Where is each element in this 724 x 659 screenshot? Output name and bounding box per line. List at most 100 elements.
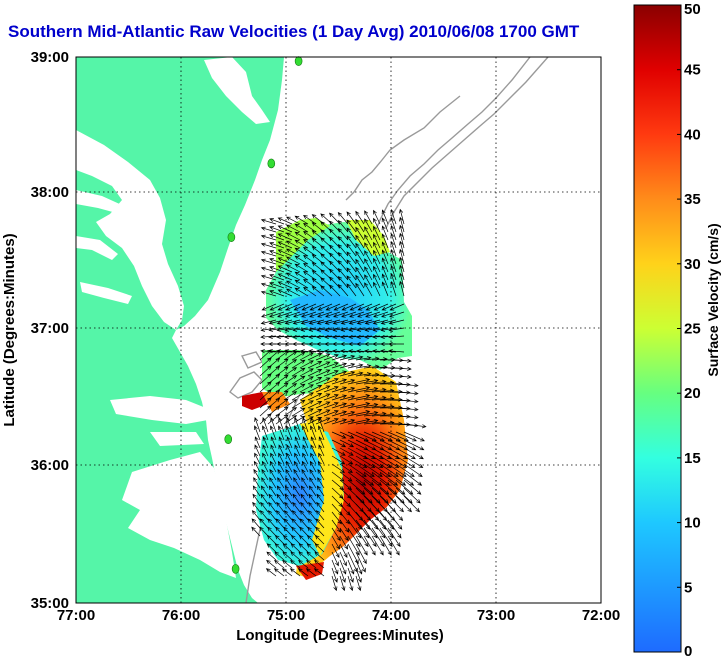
- velocity-arrow: [283, 518, 293, 529]
- velocity-arrow: [399, 216, 405, 233]
- velocity-arrow: [347, 559, 355, 575]
- velocity-arrow: [269, 242, 285, 249]
- velocity-arrow: [355, 394, 379, 401]
- velocity-arrow: [303, 270, 317, 281]
- velocity-arrow: [294, 239, 309, 249]
- velocity-arrow: [373, 311, 389, 318]
- velocity-arrow: [331, 378, 348, 385]
- velocity-arrow: [331, 439, 347, 448]
- velocity-arrow: [355, 535, 368, 556]
- velocity-arrow: [364, 334, 381, 340]
- velocity-arrow: [292, 319, 309, 325]
- velocity-arrow: [347, 386, 371, 393]
- velocity-arrow: [339, 439, 355, 448]
- velocity-arrow: [399, 208, 405, 225]
- velocity-arrow: [293, 468, 301, 481]
- velocity-arrow: [329, 268, 341, 281]
- y-tick-label: 37:00: [31, 320, 69, 337]
- velocity-arrow: [329, 228, 341, 241]
- velocity-arrow: [371, 487, 389, 504]
- x-axis-label: Longitude (Degrees:Minutes): [236, 627, 444, 644]
- velocity-arrow: [253, 425, 261, 441]
- velocity-arrow: [260, 319, 277, 325]
- velocity-arrow: [381, 273, 389, 289]
- velocity-arrow: [267, 526, 277, 537]
- velocity-arrow: [339, 487, 352, 499]
- velocity-arrow: [399, 264, 405, 281]
- velocity-arrow: [308, 334, 325, 340]
- velocity-arrow: [373, 257, 381, 273]
- velocity-arrow: [269, 218, 285, 225]
- velocity-arrow: [355, 410, 379, 417]
- velocity-arrow: [364, 242, 373, 257]
- velocity-arrow: [318, 452, 325, 465]
- velocity-arrow: [323, 410, 339, 417]
- velocity-arrow: [270, 417, 277, 433]
- velocity-arrow: [253, 468, 261, 481]
- velocity-arrow: [356, 349, 373, 354]
- velocity-arrow: [291, 367, 306, 377]
- velocity-arrow: [303, 254, 317, 265]
- velocity-arrow: [309, 425, 317, 441]
- velocity-arrow: [347, 410, 371, 417]
- velocity-arrow: [363, 519, 378, 539]
- velocity-arrow: [395, 495, 412, 513]
- velocity-arrow: [283, 375, 298, 385]
- bay-tributary-2: [76, 236, 118, 260]
- velocity-arrow: [381, 249, 389, 265]
- velocity-arrow: [300, 319, 317, 325]
- velocity-arrow: [331, 519, 342, 533]
- velocity-arrow: [363, 471, 383, 486]
- velocity-arrow: [323, 354, 339, 361]
- velocity-arrow: [348, 319, 365, 325]
- velocity-arrow: [269, 460, 277, 473]
- velocity-arrow: [315, 401, 331, 409]
- velocity-arrow: [315, 369, 331, 377]
- velocity-arrow: [339, 463, 353, 473]
- velocity-arrow: [320, 285, 333, 297]
- velocity-vectors: [251, 208, 427, 592]
- velocity-arrow: [329, 260, 341, 273]
- velocity-arrow: [262, 436, 269, 449]
- grid-lines: [76, 57, 601, 603]
- velocity-arrow: [403, 495, 420, 513]
- velocity-arrow: [323, 362, 339, 369]
- velocity-arrow: [294, 223, 309, 233]
- velocity-arrow: [309, 303, 325, 311]
- velocity-arrow: [387, 463, 407, 477]
- velocity-arrow: [331, 370, 348, 377]
- velocity-arrow: [301, 303, 317, 311]
- velocity-arrow: [381, 303, 397, 311]
- velocity-arrow: [364, 210, 373, 225]
- velocity-arrow: [275, 518, 285, 529]
- albemarle-sound: [110, 396, 208, 424]
- velocity-arrow: [395, 447, 416, 460]
- velocity-arrow: [303, 214, 317, 225]
- velocity-arrow: [395, 431, 417, 442]
- velocity-arrow: [379, 447, 400, 460]
- velocity-arrow: [381, 241, 389, 257]
- velocity-arrow: [355, 575, 362, 592]
- velocity-arrow: [290, 534, 301, 545]
- velocity-arrow: [307, 510, 317, 521]
- x-tick-label: 75:00: [267, 607, 305, 624]
- velocity-arrow: [379, 471, 399, 486]
- velocity-arrow: [315, 409, 331, 417]
- velocity-arrow: [277, 289, 293, 297]
- velocity-arrow: [341, 303, 357, 311]
- velocity-arrow: [388, 319, 405, 325]
- velocity-arrow: [363, 463, 383, 477]
- velocity-arrow: [274, 543, 285, 553]
- velocity-arrow: [399, 240, 405, 257]
- velocity-arrow: [390, 281, 397, 297]
- velocity-arrow: [339, 403, 356, 409]
- velocity-arrow: [251, 510, 261, 521]
- velocity-arrow: [331, 362, 348, 369]
- velocity-arrow: [261, 425, 269, 441]
- velocity-arrow: [308, 319, 325, 325]
- velocity-arrow: [355, 418, 379, 425]
- velocity-arrow: [347, 402, 371, 409]
- velocity-arrow: [337, 227, 349, 241]
- velocity-arrow: [315, 353, 331, 361]
- velocity-arrow: [316, 349, 333, 354]
